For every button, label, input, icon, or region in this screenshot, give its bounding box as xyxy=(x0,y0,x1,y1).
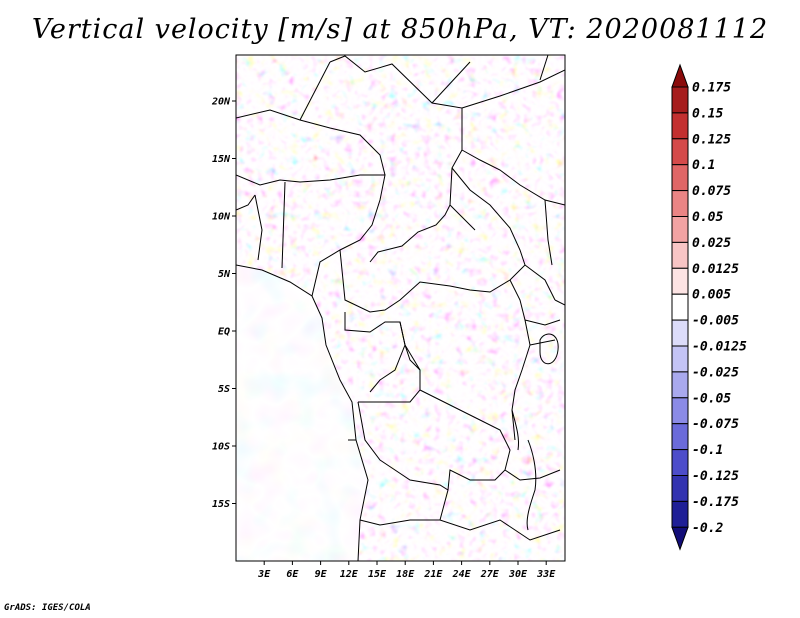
lat-label: 20N xyxy=(211,97,231,108)
colorbar-segment xyxy=(671,216,689,243)
colorbar-label: 0.075 xyxy=(692,184,731,199)
colorbar-segment xyxy=(671,475,689,502)
colorbar-label: 0.05 xyxy=(692,210,723,225)
colorbar-segment xyxy=(671,138,689,166)
colorbar-label: -0.1 xyxy=(692,443,723,458)
colorbar-top-arrow xyxy=(671,63,689,88)
lon-label: 18E xyxy=(396,569,415,580)
colorbar: 0.175 0.15 0.125 0.1 0.075 0.05 0.025 0.0125 0.0… xyxy=(671,63,747,551)
colorbar-label: 0.125 xyxy=(692,132,731,147)
colorbar-segment xyxy=(671,397,689,425)
lon-label: 12E xyxy=(340,569,359,580)
lat-label: 10N xyxy=(212,212,231,223)
colorbar-label: -0.125 xyxy=(692,469,739,484)
colorbar-label: 0.025 xyxy=(692,236,731,251)
lat-label: 10S xyxy=(212,442,230,453)
lat-label: 15N xyxy=(212,154,231,165)
colorbar-bottom-arrow xyxy=(671,526,689,551)
colorbar-label: -0.005 xyxy=(692,314,739,329)
lat-label: 5S xyxy=(218,384,230,395)
lon-label: 3E xyxy=(257,569,271,580)
lon-label: 33E xyxy=(536,569,556,580)
colorbar-label: -0.075 xyxy=(692,417,739,432)
colorbar-segment xyxy=(671,86,689,114)
colorbar-label: 0.15 xyxy=(692,106,723,121)
colorbar-label: -0.05 xyxy=(692,391,731,406)
plot-frame xyxy=(235,54,566,562)
colorbar-segment xyxy=(671,423,689,451)
lon-label: 30E xyxy=(508,569,528,580)
lat-label: 5N xyxy=(218,269,231,280)
lon-label: 9E xyxy=(315,569,328,580)
colorbar-label: -0.2 xyxy=(692,521,723,536)
vertical-velocity-field xyxy=(236,55,565,561)
lon-label: 15E xyxy=(368,569,387,580)
lon-label: 6E xyxy=(286,569,299,580)
colorbar-label: -0.175 xyxy=(692,495,739,510)
grads-credit: GrADS: IGES/COLA xyxy=(4,603,91,613)
colorbar-segment xyxy=(671,190,689,218)
colorbar-label: 0.005 xyxy=(692,288,731,303)
colorbar-segment xyxy=(671,112,689,140)
map-title: Vertical velocity [m/s] at 850hPa, VT: 2… xyxy=(31,14,769,45)
colorbar-label: 0.1 xyxy=(692,158,715,173)
colorbar-segment xyxy=(671,345,689,373)
colorbar-segment xyxy=(671,449,689,477)
lon-label: 21E xyxy=(423,569,443,580)
colorbar-segment xyxy=(671,164,689,192)
lat-label: EQ xyxy=(218,327,230,338)
lon-label: 24E xyxy=(452,569,472,580)
colorbar-label: -0.025 xyxy=(692,365,739,380)
colorbar-label: -0.0125 xyxy=(692,340,747,355)
latitude-axis: 20N 15N 10N 5N EQ 5S 10S 15S xyxy=(211,97,236,510)
colorbar-segment xyxy=(671,267,689,295)
colorbar-segment xyxy=(671,500,689,528)
lat-label: 15S xyxy=(212,499,230,510)
lon-label: 27E xyxy=(480,569,500,580)
longitude-axis: 3E 6E 9E 12E 15E 18E 21E 24E 27E 30E 33E xyxy=(257,561,556,580)
colorbar-segment xyxy=(671,371,689,399)
colorbar-segment xyxy=(671,241,689,269)
colorbar-label: 0.0125 xyxy=(692,262,739,277)
colorbar-segment xyxy=(671,319,689,347)
colorbar-label: 0.175 xyxy=(692,81,731,96)
country-borders xyxy=(236,55,565,561)
colorbar-segment xyxy=(671,293,689,321)
